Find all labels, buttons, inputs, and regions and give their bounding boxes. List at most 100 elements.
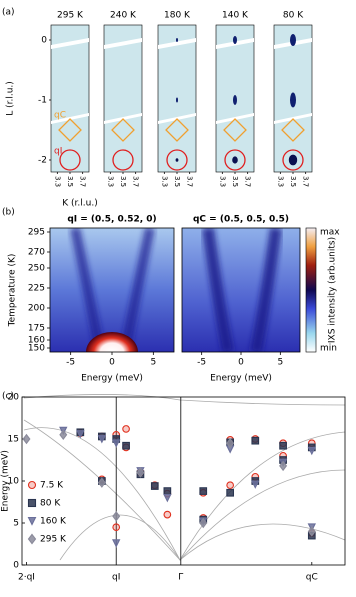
y-axis-label: Energy (meV) (1, 450, 11, 512)
x-tick-label: -5 (66, 358, 75, 368)
data-point (97, 477, 106, 488)
y-tick-label: 270 (28, 248, 45, 258)
streak (158, 38, 196, 49)
x-tick-label: 3.5 (231, 176, 239, 187)
legend-marker (27, 498, 37, 508)
q-c-marker (58, 118, 82, 142)
data-point (112, 439, 121, 448)
data-point (279, 441, 287, 450)
data-point (122, 441, 130, 450)
x-tick-label: 2·qI (18, 573, 35, 583)
data-point (112, 523, 121, 532)
data-point (199, 517, 208, 529)
x-tick-label: 0 (109, 358, 115, 368)
q-i-marker (224, 149, 246, 171)
legend-marker (27, 533, 37, 545)
image-title: 240 K (110, 11, 137, 21)
colorbar-label: IXS intensity (arb.units) (328, 237, 338, 343)
heatmap-illustration (49, 227, 317, 353)
x-axis-label: Energy (meV) (210, 374, 272, 384)
x-tick-label: 3.5 (66, 176, 74, 187)
plot-frame (21, 396, 346, 566)
q-i-marker (59, 149, 81, 171)
data-point (76, 430, 85, 439)
image-title: 295 K (57, 11, 84, 21)
data-point (251, 436, 260, 445)
peak (290, 34, 296, 46)
data-point (163, 510, 172, 519)
data-point (112, 539, 121, 548)
x-tick-label: Γ (178, 573, 183, 583)
data-point (59, 429, 68, 440)
data-point (251, 480, 260, 489)
colorbar-tick-label: min (320, 344, 337, 354)
x-tick-label: 0 (238, 358, 244, 368)
peak (176, 97, 178, 103)
peak (232, 156, 238, 164)
q-c-marker (165, 118, 189, 142)
legend-label: 160 K (40, 517, 67, 527)
y-tick-label: 295 (28, 228, 45, 238)
x-tick-label: 3.3 (106, 176, 114, 187)
x-tick-label: 3.3 (276, 176, 284, 187)
x-tick-label: 3.3 (160, 176, 168, 187)
data-point (163, 487, 172, 495)
q-c-marker (281, 118, 305, 142)
q-i-marker (282, 149, 304, 171)
x-tick-label: 3.3 (53, 176, 61, 187)
data-point (307, 526, 316, 537)
y-tick-label: 15 (8, 435, 19, 445)
y-tick-label: 200 (28, 304, 45, 314)
peak (233, 36, 237, 44)
data-point (226, 488, 235, 497)
x-tick-label: 3.5 (289, 176, 297, 187)
image-title: 180 K (164, 11, 191, 21)
panel-label: (b) (2, 208, 15, 218)
y-axis-label: L (r.l.u.) (6, 81, 16, 116)
x-axis-label: Energy (meV) (81, 374, 143, 384)
y-tick-label: 0 (13, 561, 19, 571)
y-tick-label: -2 (38, 156, 47, 166)
peak (176, 38, 178, 42)
data-point (226, 481, 235, 490)
x-tick-label: qI (112, 573, 120, 583)
y-tick-label: 175 (28, 324, 45, 334)
x-axis-label: K (r.l.u.) (62, 199, 97, 209)
y-tick-label: 225 (28, 284, 45, 294)
y-tick-label: 150 (28, 344, 45, 354)
y-axis-label: Temperature (K) (8, 254, 18, 328)
legend-marker (27, 516, 37, 526)
y-tick-label: 0 (41, 36, 47, 46)
peak (288, 154, 298, 166)
y-tick-label: 20 (8, 393, 20, 403)
data-point (122, 425, 130, 433)
peak (175, 158, 179, 162)
x-tick-label: 3.5 (173, 176, 181, 187)
x-tick-label: 3.3 (218, 176, 226, 187)
streak (51, 38, 89, 49)
annotation: qC (54, 111, 66, 121)
heatmap-title: qI = (0.5, 0.52, 0) (67, 215, 156, 225)
data-point (199, 487, 208, 495)
data-point (22, 433, 31, 445)
x-tick-label: -5 (197, 358, 206, 368)
panel-label: (c) (2, 392, 14, 402)
colorbar-tick-label: max (320, 228, 340, 238)
data-point (136, 467, 145, 478)
x-tick-label: 3.7 (302, 176, 310, 187)
peak (233, 95, 237, 105)
data-point (112, 511, 121, 522)
x-tick-label: 3.7 (132, 176, 140, 187)
panel-label: (a) (2, 8, 15, 18)
peak (290, 92, 296, 108)
data-point (226, 438, 235, 449)
y-tick-label: 10 (8, 477, 20, 487)
y-tick-label: -1 (38, 96, 47, 106)
data-point (97, 435, 107, 444)
data-point (163, 493, 172, 503)
x-tick-label: 5 (150, 358, 156, 368)
x-tick-label: 3.7 (79, 176, 87, 187)
data-point (150, 482, 159, 490)
y-tick-label: 250 (28, 264, 45, 274)
